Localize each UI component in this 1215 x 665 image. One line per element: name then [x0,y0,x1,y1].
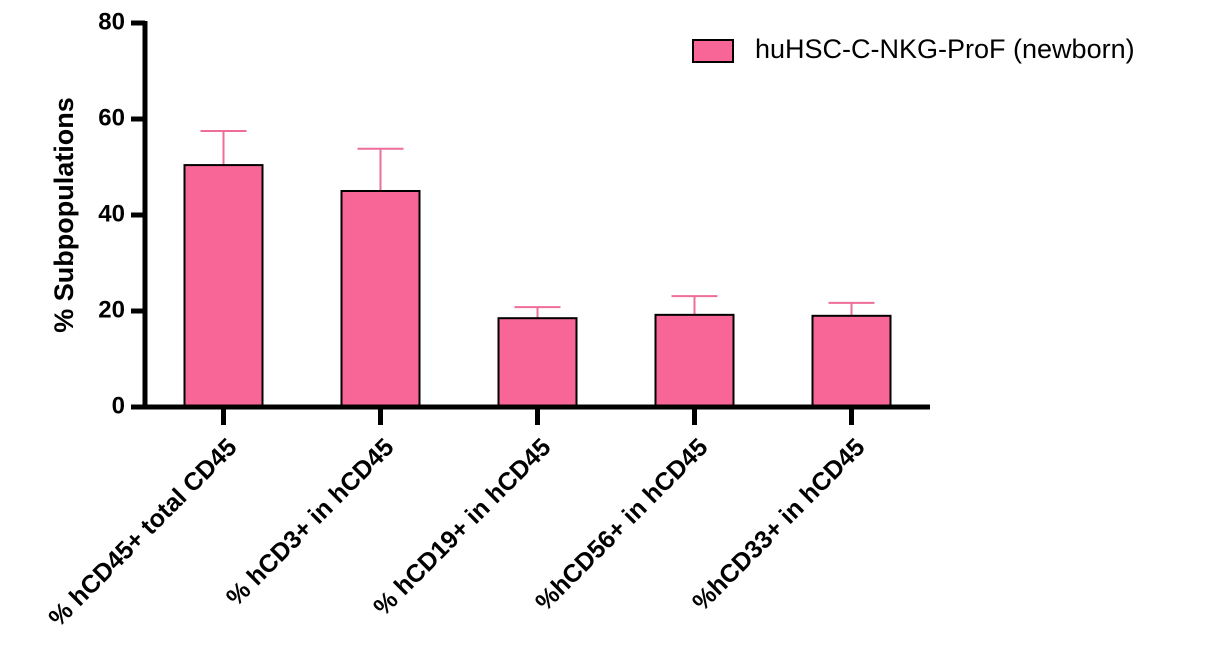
x-tick-label: % hCD3+ in hCD45 [221,433,400,612]
legend-swatch [692,39,734,63]
x-tick-label: % hCD19+ in hCD45 [368,433,556,621]
bar [497,317,578,409]
bar [811,314,892,408]
y-tick-label: 20 [98,296,125,323]
x-tick-label: %hCD33+ in hCD45 [687,433,870,616]
bar [340,190,421,408]
bar [183,164,264,408]
y-tick-label: 40 [98,200,125,227]
y-tick-label: 80 [98,8,125,35]
y-axis-title: % Subpopulations [49,97,79,333]
x-tick-label: %hCD56+ in hCD45 [530,433,713,616]
x-tick-label: % hCD45+ total CD45 [43,433,242,632]
legend-label: huHSC-C-NKG-ProF (newborn) [755,34,1135,64]
bar [654,313,735,408]
y-tick-label: 0 [112,392,125,419]
y-tick-label: 60 [98,104,125,131]
